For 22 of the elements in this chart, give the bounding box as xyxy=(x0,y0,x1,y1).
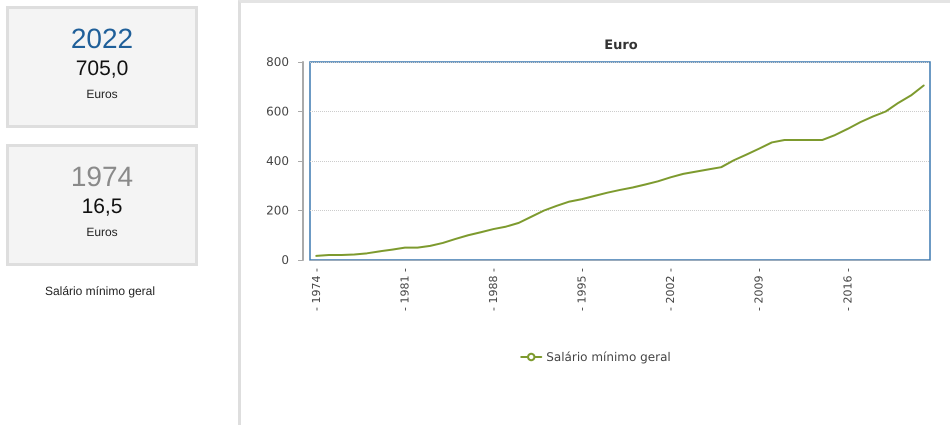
x-tick-label: - 1981 - xyxy=(398,268,412,311)
chart-title: Euro xyxy=(604,38,638,53)
y-tick-label: 600 xyxy=(266,104,289,118)
x-tick-label: - 1995 - xyxy=(576,268,589,311)
x-tick-label: - 2002 - xyxy=(664,268,678,311)
text: Euros xyxy=(85,225,119,239)
y-tick-label: 400 xyxy=(266,154,289,168)
x-tick-label: - 1974 - xyxy=(310,268,323,311)
text: 705,0 xyxy=(74,57,130,81)
text: 2022 xyxy=(70,23,134,55)
x-tick-label: - 2016 - xyxy=(841,268,854,311)
y-tick-label: 200 xyxy=(266,204,289,218)
x-tick-label: - 2009 - xyxy=(752,268,766,311)
legend-label: Salário mínimo geral xyxy=(546,350,671,364)
x-tick-label: - 1988 - xyxy=(486,268,500,311)
line-series xyxy=(315,84,925,257)
text: Euros xyxy=(85,87,119,101)
y-tick-label: 0 xyxy=(281,253,289,267)
text: 1974 xyxy=(70,161,134,193)
text: Salário mínimo geral xyxy=(44,284,156,298)
y-tick-label: 800 xyxy=(266,55,289,69)
text: 16,5 xyxy=(80,195,124,219)
